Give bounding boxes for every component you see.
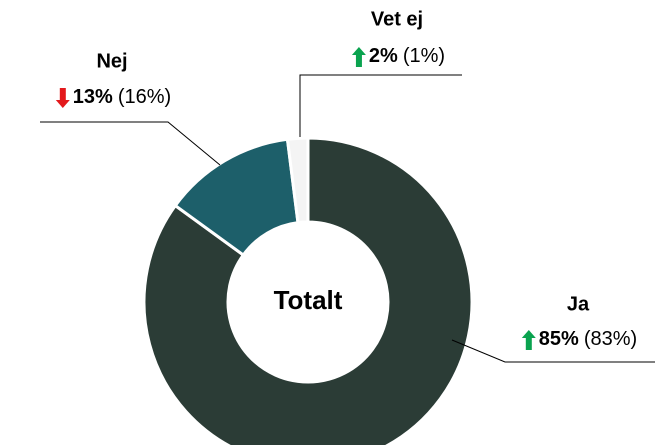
previous-value: (16%) — [118, 86, 171, 108]
value-label: 85% (83%) — [539, 328, 637, 350]
category-label: Nej — [96, 50, 127, 72]
current-value: 13% — [73, 86, 113, 108]
leader-line — [40, 121, 221, 166]
current-value: 2% — [369, 45, 398, 67]
category-label: Ja — [567, 293, 590, 315]
category-label: Vet ej — [371, 8, 423, 30]
previous-value: (1%) — [403, 45, 445, 67]
value-label: 2% (1%) — [369, 45, 445, 67]
arrow-down — [55, 88, 70, 108]
previous-value: (83%) — [584, 328, 637, 350]
donut-slice — [285, 136, 310, 225]
current-value: 85% — [539, 328, 579, 350]
arrow-up — [351, 47, 366, 67]
arrow-up — [521, 330, 536, 350]
value-label: 13% (16%) — [73, 86, 171, 108]
center-label: Totalt — [274, 285, 343, 315]
donut-slice — [142, 136, 474, 445]
leader-line — [299, 74, 462, 137]
leader-line — [451, 339, 655, 363]
